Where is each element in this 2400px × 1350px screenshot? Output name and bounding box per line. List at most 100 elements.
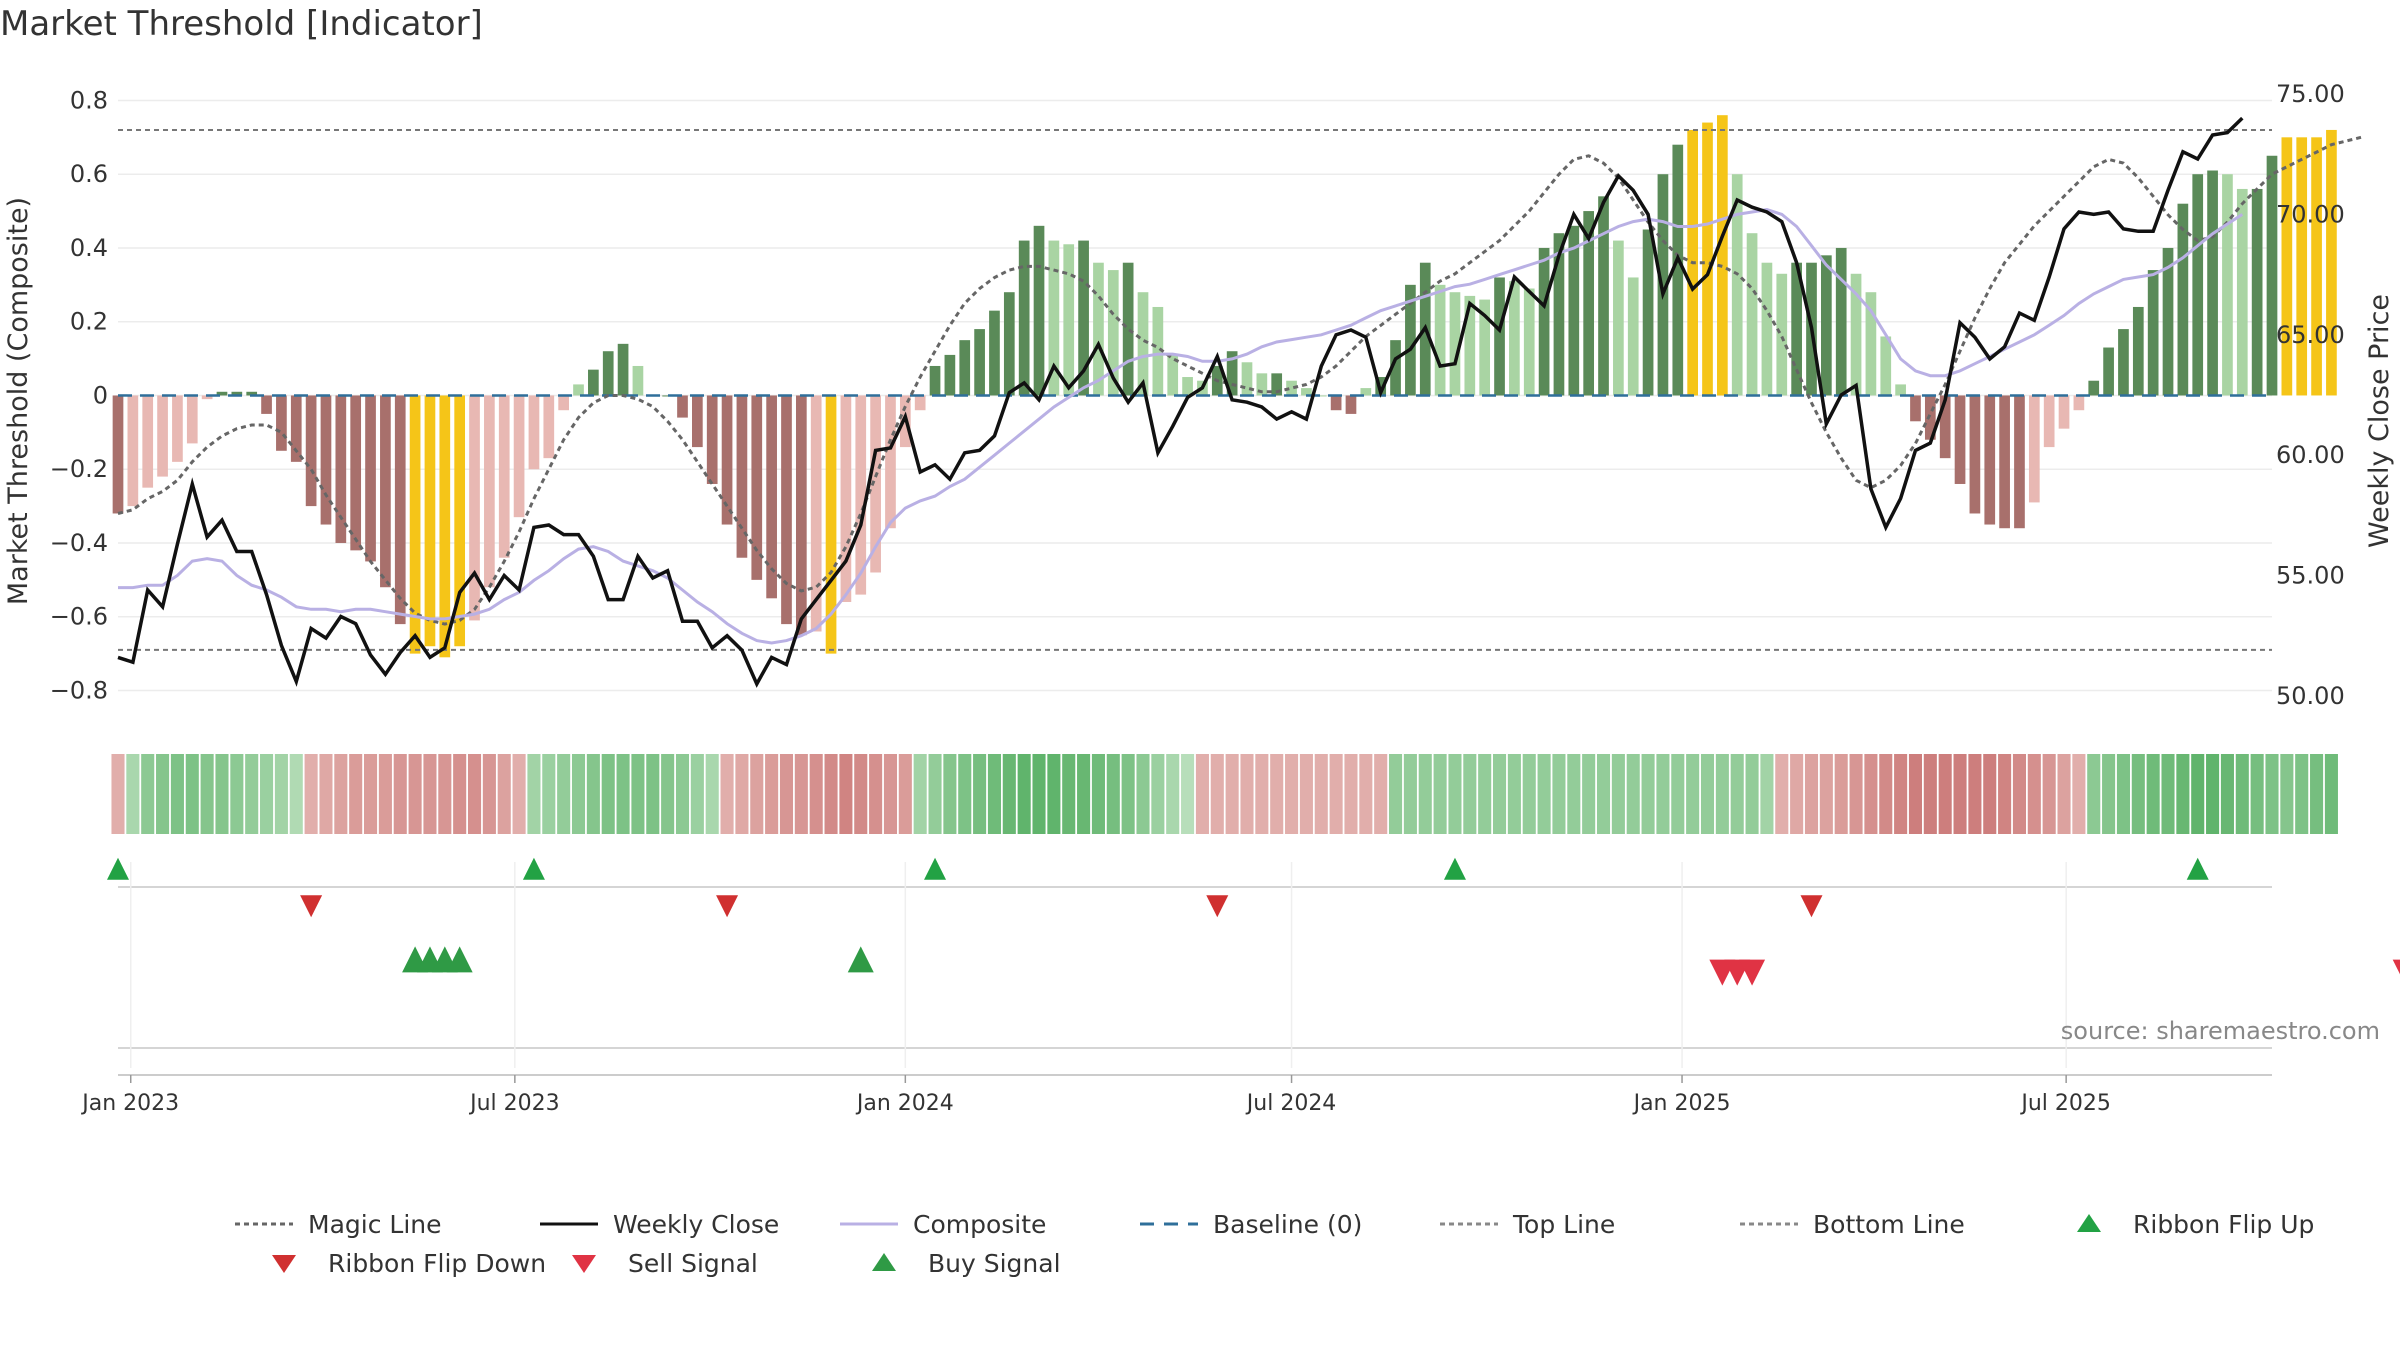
legend-item: Buy Signal — [872, 1249, 1061, 1278]
composite-bar — [1226, 351, 1238, 396]
ribbon-cell — [779, 754, 794, 834]
ribbon-cell — [1091, 754, 1105, 834]
composite-bar — [2296, 137, 2308, 396]
composite-bar — [543, 395, 555, 459]
composite-bar — [261, 395, 272, 414]
composite-bar — [290, 395, 302, 462]
ribbon-cell — [2087, 754, 2101, 834]
composite-bar — [1939, 395, 1951, 459]
composite-bar — [1315, 395, 1327, 397]
composite-bar — [944, 354, 956, 396]
composite-bar — [721, 395, 733, 525]
ribbon-cell — [1062, 754, 1076, 834]
ribbon-cell — [2027, 754, 2041, 834]
composite-bar — [885, 395, 896, 529]
composite-bar — [1509, 281, 1520, 396]
composite-bar — [2103, 347, 2114, 396]
ribbon-cell — [542, 754, 556, 834]
composite-bar — [231, 391, 243, 396]
composite-bar — [276, 395, 287, 451]
ribbon-cell — [1730, 754, 1744, 834]
ribbon-flip-up-marker — [924, 857, 947, 880]
ribbon-cell — [2235, 754, 2249, 834]
left-tick-label: 0.2 — [70, 308, 108, 336]
composite-bar — [766, 395, 777, 599]
ribbon-cell — [200, 754, 214, 834]
composite-bar — [157, 395, 168, 477]
composite-bar — [350, 395, 362, 551]
composite-bar — [870, 395, 881, 573]
ribbon-cell — [661, 754, 675, 834]
ribbon-cell — [1567, 754, 1581, 834]
composite-bar — [1003, 292, 1015, 396]
composite-bar — [706, 395, 718, 484]
legend-item: Weekly Close — [540, 1210, 779, 1239]
composite-bar — [2222, 174, 2233, 396]
legend-label: Top Line — [1512, 1210, 1615, 1239]
ribbon-cell — [170, 754, 184, 834]
composite-bar — [1910, 395, 1921, 422]
composite-bar — [1895, 384, 1906, 396]
ribbon-cell — [1240, 754, 1254, 834]
composite-bar — [617, 343, 629, 396]
composite-bar — [305, 395, 317, 507]
ribbon-cell — [1478, 754, 1492, 834]
composite-bar — [1538, 247, 1550, 396]
composite-bar — [2088, 380, 2100, 396]
ribbon-cell — [705, 754, 719, 834]
ribbon-flip-down-marker — [1800, 895, 1823, 918]
composite-bar — [1360, 388, 1372, 396]
composite-bar — [2326, 129, 2337, 396]
ribbon-cell — [1314, 754, 1328, 834]
left-tick-label: 0.8 — [70, 86, 108, 114]
ribbon-cell — [438, 754, 452, 834]
ribbon-cell — [2220, 754, 2234, 834]
ribbon-cell — [973, 754, 987, 834]
left-tick-label: −0.8 — [50, 676, 108, 704]
ribbon-cell — [364, 754, 378, 834]
composite-bar — [2192, 174, 2204, 396]
composite-bar — [2266, 155, 2278, 396]
ribbon-cell — [482, 754, 496, 834]
composite-bar — [498, 395, 510, 558]
ribbon-cell — [1923, 754, 1937, 834]
composite-bar — [1850, 273, 1862, 396]
composite-bar — [1256, 373, 1268, 396]
left-tick-label: 0.6 — [70, 160, 108, 188]
ribbon-cell — [869, 754, 883, 834]
x-tick-label: Jul 2025 — [2019, 1091, 2111, 1116]
composite-bar — [1523, 288, 1535, 396]
composite-bar — [469, 395, 480, 621]
ribbon-flip-down-marker — [1206, 895, 1229, 918]
composite-bar — [662, 395, 673, 397]
composite-bar — [1865, 292, 1877, 396]
ribbon-cell — [1121, 754, 1135, 834]
composite-bar — [439, 395, 451, 658]
ribbon-cell — [839, 754, 853, 834]
buy-signal-marker — [847, 946, 874, 973]
ribbon-cell — [1834, 754, 1848, 834]
ribbon-cell — [2265, 754, 2279, 834]
ribbon-cell — [1181, 754, 1195, 834]
composite-bar — [855, 395, 867, 595]
composite-bar — [1390, 340, 1401, 396]
legend-item: Top Line — [1440, 1210, 1615, 1239]
ribbon-cell — [1195, 754, 1209, 834]
composite-bar — [558, 395, 570, 411]
composite-bar — [602, 351, 614, 396]
ribbon-cell — [289, 754, 303, 834]
ribbon-cell — [943, 754, 957, 834]
composite-bar — [1152, 306, 1164, 396]
ribbon-cell — [2310, 754, 2324, 834]
ribbon-cell — [230, 754, 244, 834]
ribbon-cell — [260, 754, 274, 834]
ribbon-flip-up-marker — [2186, 857, 2209, 880]
legend-swatch — [572, 1255, 596, 1273]
composite-bar — [959, 340, 971, 396]
right-tick-label: 60.00 — [2276, 441, 2345, 469]
ribbon-cell — [2191, 754, 2205, 834]
ribbon-cell — [1582, 754, 1596, 834]
composite-bar — [1731, 174, 1743, 396]
ribbon-cell — [1255, 754, 1269, 834]
ribbon-cell — [1374, 754, 1388, 834]
